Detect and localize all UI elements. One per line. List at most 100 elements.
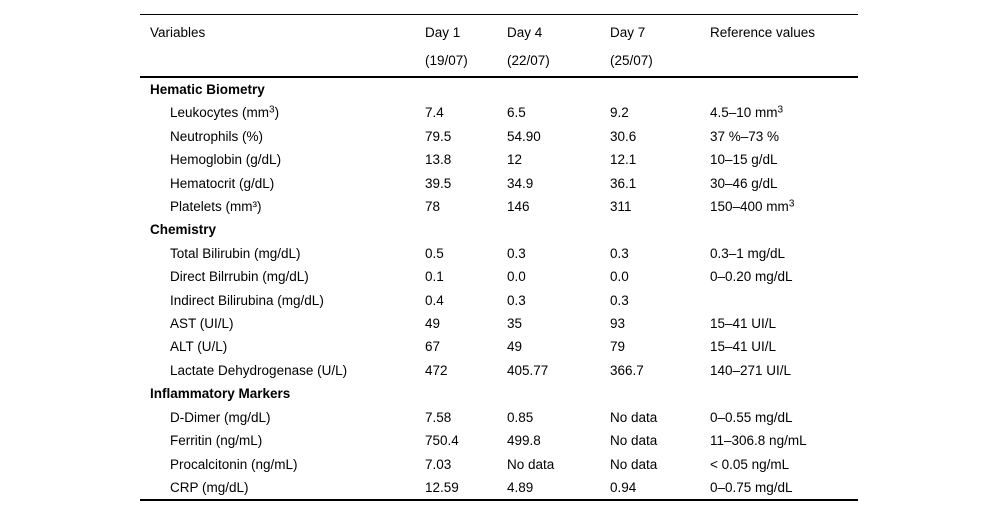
- column-header-sub: (25/07): [610, 53, 653, 68]
- day4-value-cell: No data: [507, 456, 555, 472]
- section-header-row: Inflammatory Markers: [140, 382, 858, 405]
- day4-value-cell: 0.3: [507, 245, 526, 261]
- day4-value-cell: 0.3: [507, 292, 526, 308]
- table-row: Lactate Dehydrogenase (U/L) 472 405.77 366.…: [140, 359, 858, 382]
- day4-value-cell: 49: [507, 339, 523, 355]
- table-row: Hemoglobin (g/dL) 13.8 12 12.1 10–15 g/dL: [140, 148, 858, 171]
- superscript: 3: [269, 104, 275, 116]
- reference-value-cell: 11–306.8 ng/mL: [710, 433, 807, 449]
- day7-value-cell: 0.94: [610, 479, 637, 495]
- day4-value-cell: 146: [507, 199, 530, 215]
- column-header-label: Variables: [150, 25, 206, 40]
- column-header-label: Reference values: [710, 25, 816, 40]
- day7-value-cell: 366.7: [610, 362, 644, 378]
- section-header-row: Chemistry: [140, 218, 858, 241]
- variable-cell: Direct Bilrrubin (mg/dL): [170, 269, 309, 285]
- day1-value-cell: 67: [425, 339, 441, 355]
- column-header-label: Day 4: [507, 25, 543, 40]
- day1-value-cell: 79.5: [425, 128, 452, 144]
- day1-value-cell: 0.4: [425, 292, 444, 308]
- table-row: ALT (U/L) 67 49 79 15–41 UI/L: [140, 335, 858, 358]
- variable-cell: Ferritin (ng/mL): [170, 433, 263, 449]
- column-header-day4: Day 4 (22/07): [507, 15, 610, 78]
- reference-value-cell: < 0.05 ng/mL: [710, 456, 790, 472]
- day4-value-cell: 54.90: [507, 128, 541, 144]
- reference-value-cell: 0–0.55 mg/dL: [710, 409, 793, 425]
- lab-results-table: Variables Day 1 (19/07) Day 4 (22/07) Da…: [140, 14, 858, 502]
- variable-cell: Leukocytes (mm3): [170, 104, 280, 121]
- variable-cell: ALT (U/L): [170, 339, 228, 355]
- table-row: Leukocytes (mm3) 7.4 6.5 9.2 4.5–10 mm3: [140, 101, 858, 124]
- table-row: AST (UI/L) 49 35 93 15–41 UI/L: [140, 312, 858, 335]
- day7-value-cell: 311: [610, 199, 632, 215]
- day1-value-cell: 7.4: [425, 105, 444, 121]
- table-row: Procalcitonin (ng/mL) 7.03 No data No data <…: [140, 453, 858, 476]
- reference-value-cell: [710, 289, 858, 312]
- day7-value-cell: No data: [610, 456, 658, 472]
- day7-value-cell: 9.2: [610, 105, 629, 121]
- table-row: Hematocrit (g/dL) 39.5 34.9 36.1 30–46 g/dL: [140, 172, 858, 195]
- table-row: Indirect Bilirubina (mg/dL) 0.4 0.3 0.3: [140, 289, 858, 312]
- variable-cell: Procalcitonin (ng/mL): [170, 456, 298, 472]
- table-row: Direct Bilrrubin (mg/dL) 0.1 0.0 0.0 0–0.20 …: [140, 265, 858, 288]
- day1-value-cell: 39.5: [425, 175, 452, 191]
- section-title: Inflammatory Markers: [150, 386, 291, 402]
- day4-value-cell: 499.8: [507, 433, 541, 449]
- column-header-day7: Day 7 (25/07): [610, 15, 710, 78]
- table-row: D-Dimer (mg/dL) 7.58 0.85 No data 0–0.55 mg/…: [140, 406, 858, 429]
- variable-cell: Platelets (mm³): [170, 199, 262, 215]
- day4-value-cell: 0.0: [507, 269, 526, 285]
- day7-value-cell: 0.3: [610, 245, 629, 261]
- table-row: Neutrophils (%) 79.5 54.90 30.6 37 %–73 %: [140, 125, 858, 148]
- variable-cell: CRP (mg/dL): [170, 479, 249, 495]
- reference-value-cell: 15–41 UI/L: [710, 316, 777, 332]
- lab-results-table-container: Variables Day 1 (19/07) Day 4 (22/07) Da…: [140, 14, 858, 502]
- reference-value-cell: 4.5–10 mm3: [710, 104, 784, 121]
- day4-value-cell: 4.89: [507, 479, 534, 495]
- superscript: 3: [788, 198, 795, 210]
- table-row: Total Bilirubin (mg/dL) 0.5 0.3 0.3 0.3–1 mg…: [140, 242, 858, 265]
- section-header-row: Hematic Biometry: [140, 77, 858, 101]
- day7-value-cell: 79: [610, 339, 626, 355]
- day1-value-cell: 12.59: [425, 479, 459, 495]
- day1-value-cell: 0.1: [425, 269, 444, 285]
- column-header-sub: (22/07): [507, 53, 550, 68]
- column-header-variables: Variables: [140, 15, 425, 78]
- day7-value-cell: 36.1: [610, 175, 637, 191]
- variable-cell: Lactate Dehydrogenase (U/L): [170, 362, 348, 378]
- day1-value-cell: 472: [425, 362, 448, 378]
- variable-cell: Neutrophils (%): [170, 128, 264, 144]
- reference-value-cell: 140–271 UI/L: [710, 362, 792, 378]
- day4-value-cell: 0.85: [507, 409, 534, 425]
- reference-value-cell: 10–15 g/dL: [710, 152, 778, 168]
- day1-value-cell: 13.8: [425, 152, 452, 168]
- variable-cell: Hematocrit (g/dL): [170, 175, 275, 191]
- variable-cell: AST (UI/L): [170, 316, 234, 332]
- day7-value-cell: No data: [610, 409, 658, 425]
- day1-value-cell: 750.4: [425, 433, 459, 449]
- table-body: Hematic Biometry Leukocytes (mm3) 7.4 6.5 9.…: [140, 77, 858, 500]
- reference-value-cell: 0–0.75 mg/dL: [710, 479, 793, 495]
- day4-value-cell: 35: [507, 316, 523, 332]
- day4-value-cell: 6.5: [507, 105, 526, 121]
- reference-value-cell: 37 %–73 %: [710, 128, 780, 144]
- day1-value-cell: 7.03: [425, 456, 452, 472]
- day1-value-cell: 0.5: [425, 245, 444, 261]
- reference-value-cell: 30–46 g/dL: [710, 175, 778, 191]
- reference-value-cell: 0–0.20 mg/dL: [710, 269, 793, 285]
- superscript: 3: [777, 104, 784, 116]
- variable-cell: Hemoglobin (g/dL): [170, 152, 282, 168]
- day4-value-cell: 34.9: [507, 175, 534, 191]
- column-header-day1: Day 1 (19/07): [425, 15, 507, 78]
- reference-value-cell: 0.3–1 mg/dL: [710, 245, 786, 261]
- day7-value-cell: 30.6: [610, 128, 637, 144]
- day1-value-cell: 7.58: [425, 409, 452, 425]
- day4-value-cell: 12: [507, 152, 523, 168]
- column-header-sub: (19/07): [425, 53, 468, 68]
- section-title: Hematic Biometry: [150, 82, 265, 97]
- section-title: Chemistry: [150, 222, 217, 238]
- day7-value-cell: No data: [610, 433, 658, 449]
- day1-value-cell: 49: [425, 316, 441, 332]
- column-header-reference-values: Reference values: [710, 15, 858, 78]
- variable-cell: Total Bilirubin (mg/dL): [170, 245, 301, 261]
